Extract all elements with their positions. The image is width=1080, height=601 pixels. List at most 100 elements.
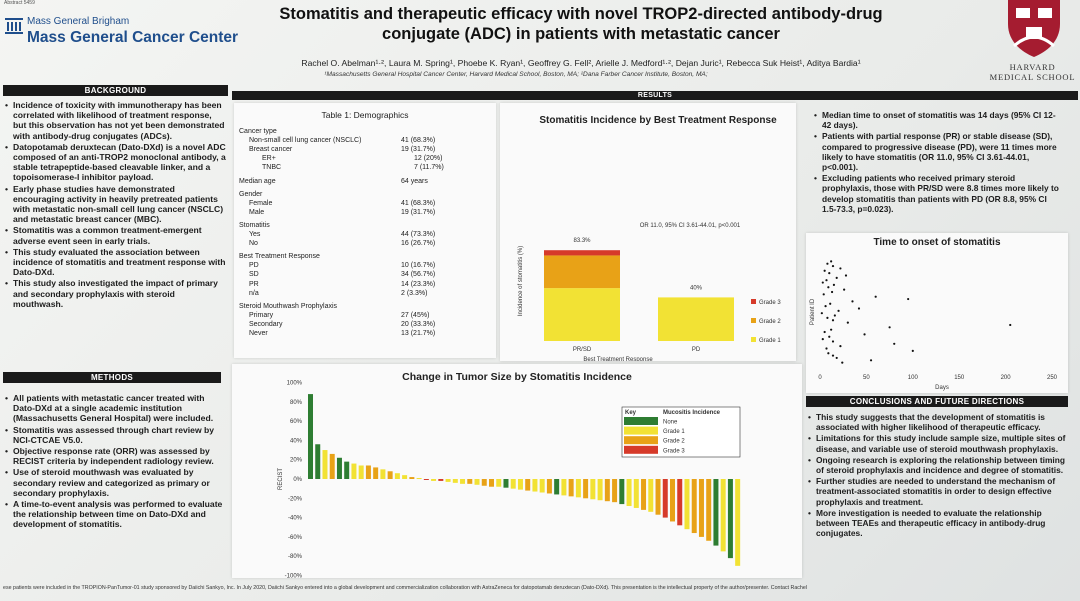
scatter-point [839,267,842,270]
table-row-label: Female [249,199,273,207]
waterfall-bar [539,479,545,493]
scatter-point [824,305,827,308]
scatter-point [821,337,824,341]
table-row-value: 12 (20%) [414,155,443,163]
x-axis-label: Best Treatment Response [583,357,653,361]
y-tick-label: 40% [290,438,303,444]
scatter-point [829,302,832,305]
table-row-label: No [249,240,258,248]
table-row-label: ER+ [262,155,276,163]
table-row-value: 2 (3.3%) [401,289,428,297]
table-row-label: Never [249,330,268,337]
y-tick-label: 60% [290,419,303,425]
table-row-label: TNBC [262,164,282,172]
waterfall-bar [554,479,560,495]
table-row-label: Breast cancer [249,146,293,154]
table-row-label: Yes [249,231,261,238]
waterfall-bar [698,479,704,537]
bar-segment [544,255,620,289]
table-row-value: 44 (73.3%) [401,231,436,238]
background-bullet: Early phase studies have demonstrated en… [5,184,227,225]
affiliations: ¹Massachusetts General Hospital Cancer C… [324,71,708,78]
background-bullet: This study evaluated the association bet… [5,247,227,278]
waterfall-bar [402,475,408,479]
table-row-label: Primary [249,311,274,319]
x-tick-label: 200 [1001,375,1012,381]
methods-bullet: Objective response rate (ORR) was assess… [5,446,223,466]
scatter-point [830,328,833,331]
scatter-point [823,330,826,334]
scatter-point [831,354,835,357]
methods-bullet: Use of steroid mouthwash was evaluated b… [5,467,223,498]
scatter-point [837,309,840,312]
table-row-label: Stomatitis [239,221,270,229]
table-row-label: Steroid Mouthwash Prophylaxis [239,302,338,310]
waterfall-bar [735,479,741,566]
waterfall-bar [677,479,683,526]
methods-bullet: A time-to-event analysis was performed t… [5,499,223,530]
demographics-table: Table 1: Demographics Cancer type Non-sma… [234,103,496,358]
results-bullet: Excluding patients who received primary … [814,173,1062,214]
legend-swatch [751,318,756,323]
table-title: Table 1: Demographics [321,110,409,120]
scatter-point [821,281,824,284]
scatter-point [825,347,828,350]
methods-bullet: Stomatitis was assessed through chart re… [5,425,223,445]
table-row-label: Gender [239,190,263,198]
waterfall-bar [706,479,712,541]
scatter-point [863,333,866,336]
waterfall-bar [344,461,350,479]
bar-total-label: 83.3% [573,238,591,244]
methods-bullet: All patients with metastatic cancer trea… [5,393,223,424]
x-tick-label: PD [692,347,701,353]
table-row-label: Secondary [249,320,283,328]
scatter-point [826,262,829,265]
table-row-value: 20 (33.3%) [401,320,436,328]
table-row-value: 19 (31.7%) [401,208,436,216]
scatter-point [835,356,838,360]
scatter-point [841,361,844,364]
waterfall-bar [351,463,357,479]
onset-chart-title: Time to onset of stomatitis [873,237,1001,248]
scatter-point [911,349,914,352]
mgb-line2: Mass General Cancer Center [27,29,239,46]
waterfall-bar [568,479,574,497]
legend-swatch [751,299,756,304]
legend-label: Grade 1 [663,429,685,435]
y-tick-label: 0% [293,477,302,483]
scatter-point [828,335,831,338]
legend-title: Mucositis Incidence [663,410,721,416]
scatter-point [825,279,828,282]
waterfall-bar [612,479,618,503]
legend-label: Grade 2 [759,319,781,325]
y-tick-label: 80% [290,400,303,406]
table-row-label: Best Treatment Response [239,253,320,261]
waterfall-bar [662,479,668,518]
x-tick-label: 250 [1047,375,1058,381]
y-axis-label: RECIST [278,468,284,490]
table-row-value: 64 years [401,177,428,185]
waterfall-bar [713,479,719,546]
waterfall-bar [597,479,603,501]
scatter-point [846,321,849,324]
x-tick-label: 50 [863,375,870,381]
table-row-value: 10 (16.7%) [401,262,436,270]
waterfall-bar [503,479,509,488]
background-bullets: Incidence of toxicity with immunotherapy… [5,100,227,310]
waterfall-bar [336,457,342,479]
waterfall-bar [532,479,538,492]
legend-key-title: Key [625,410,637,416]
scatter-point [828,272,831,275]
legend-swatch [624,426,658,435]
y-tick-label: -60% [288,535,303,541]
scatter-point [869,359,873,362]
scatter-point [830,290,834,294]
waterfall-bar [445,479,451,482]
authors: Rachel O. Abelman¹·², Laura M. Spring¹, … [301,58,861,68]
waterfall-bar [626,479,632,507]
scatter-point [826,316,829,319]
waterfall-chart-title: Change in Tumor Size by Stomatitis Incid… [402,371,632,383]
scatter-point [822,293,825,296]
waterfall-bar [648,479,654,512]
waterfall-bar [619,479,625,505]
